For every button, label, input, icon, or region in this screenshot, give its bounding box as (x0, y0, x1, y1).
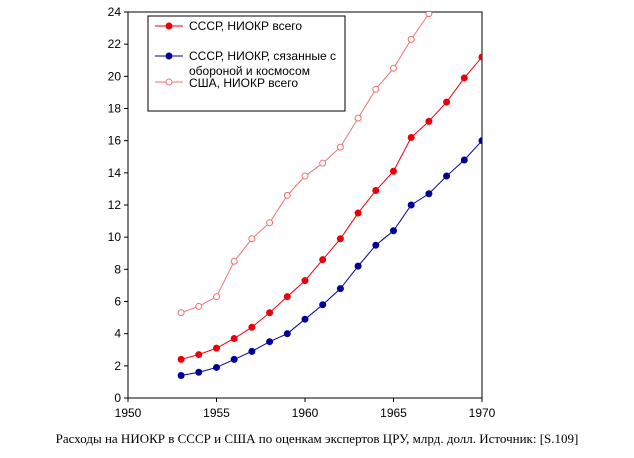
series-2-point-1958 (266, 338, 274, 346)
series-3-point-1965 (390, 64, 397, 72)
y-tick-label-4: 4 (114, 327, 121, 341)
series-1-point-1965 (390, 167, 397, 175)
series-1-point-1953 (177, 355, 185, 363)
series-1-point-1961 (319, 256, 327, 264)
series-1-point-1969 (460, 74, 468, 82)
series-1-point-1957 (248, 323, 256, 331)
series-2-point-1967 (425, 190, 433, 198)
series-3-point-1957 (248, 235, 256, 243)
series-3-point-1960 (301, 172, 309, 180)
legend-sample-marker-1 (165, 22, 173, 30)
series-3-point-1961 (319, 159, 327, 167)
series-2-point-1955 (213, 363, 220, 371)
x-tick-label-1960: 1960 (292, 406, 319, 420)
series-1-point-1955 (213, 344, 220, 352)
series-2-point-1968 (443, 172, 451, 180)
series-1-point-1964 (372, 187, 380, 195)
series-3-point-1964 (372, 85, 380, 93)
series-3-point-1967 (425, 12, 433, 18)
series-1-point-1958 (266, 309, 274, 317)
legend-sample-marker-2 (165, 52, 173, 60)
x-tick-label-1955: 1955 (203, 406, 230, 420)
series-1-point-1956 (230, 334, 238, 342)
series-2-point-1963 (354, 262, 362, 270)
series-2-point-1954 (195, 368, 203, 376)
y-tick-label-2: 2 (114, 359, 121, 373)
series-2-point-1966 (407, 201, 415, 209)
y-tick-label-10: 10 (108, 230, 122, 244)
series-2-point-1970 (478, 137, 482, 145)
series-3-point-1954 (195, 302, 203, 310)
legend-label-2: СССР, НИОКР, сязанные с обороной и космо… (189, 49, 339, 78)
series-2-point-1953 (177, 371, 185, 379)
series-1-point-1960 (301, 277, 309, 285)
series-3-point-1966 (407, 35, 415, 43)
series-1-point-1968 (443, 98, 451, 106)
series-1-point-1970 (478, 53, 482, 61)
series-2-point-1959 (283, 330, 291, 338)
series-1-point-1966 (407, 133, 415, 141)
y-tick-label-18: 18 (108, 102, 122, 116)
x-tick-label-1950: 1950 (115, 406, 142, 420)
series-2-point-1969 (460, 156, 468, 164)
series-3-point-1959 (283, 191, 291, 199)
chart-caption: Расходы на НИОКР в СССР и США по оценкам… (55, 431, 579, 446)
series-3-point-1963 (354, 114, 362, 122)
series-2-point-1960 (301, 315, 309, 323)
series-1-point-1962 (336, 235, 344, 243)
series-3-point-1958 (266, 219, 274, 227)
y-tick-label-0: 0 (114, 391, 121, 405)
series-2-point-1964 (372, 241, 380, 249)
legend-box (147, 15, 346, 112)
y-tick-label-20: 20 (108, 69, 122, 83)
legend-label-3: США, НИОКР всего (189, 76, 298, 90)
y-tick-label-16: 16 (108, 134, 122, 148)
x-tick-label-1965: 1965 (380, 406, 407, 420)
series-1-point-1954 (195, 351, 203, 359)
series-2-point-1965 (390, 227, 397, 235)
y-tick-label-22: 22 (108, 37, 122, 51)
x-tick-label-1970: 1970 (469, 406, 496, 420)
series-2-point-1956 (230, 355, 238, 363)
y-tick-label-14: 14 (108, 166, 122, 180)
legend-label-2-line-2: обороной и космосом (189, 64, 310, 78)
series-2-line (181, 140, 482, 376)
y-tick-label-12: 12 (108, 198, 122, 212)
series-1-point-1959 (283, 293, 291, 301)
legend-sample-marker-3 (165, 78, 173, 86)
series-2-point-1957 (248, 347, 256, 355)
y-tick-label-8: 8 (114, 262, 121, 276)
series-3-point-1953 (177, 309, 185, 317)
series-3-point-1962 (336, 143, 344, 151)
legend-label-1: СССР, НИОКР всего (189, 19, 302, 33)
series-2-point-1962 (336, 285, 344, 293)
series-2-point-1961 (319, 301, 327, 309)
series-3-point-1955 (213, 293, 220, 301)
legend-label-2-line-1: СССР, НИОКР, сязанные с (189, 49, 336, 63)
series-1-point-1963 (354, 209, 362, 217)
series-1-point-1967 (425, 117, 433, 125)
y-tick-label-24: 24 (108, 5, 122, 19)
legend: СССР, НИОКР всего СССР, НИОКР, сязанные … (147, 15, 346, 112)
y-tick-label-6: 6 (114, 295, 121, 309)
series-3-point-1956 (230, 257, 238, 265)
